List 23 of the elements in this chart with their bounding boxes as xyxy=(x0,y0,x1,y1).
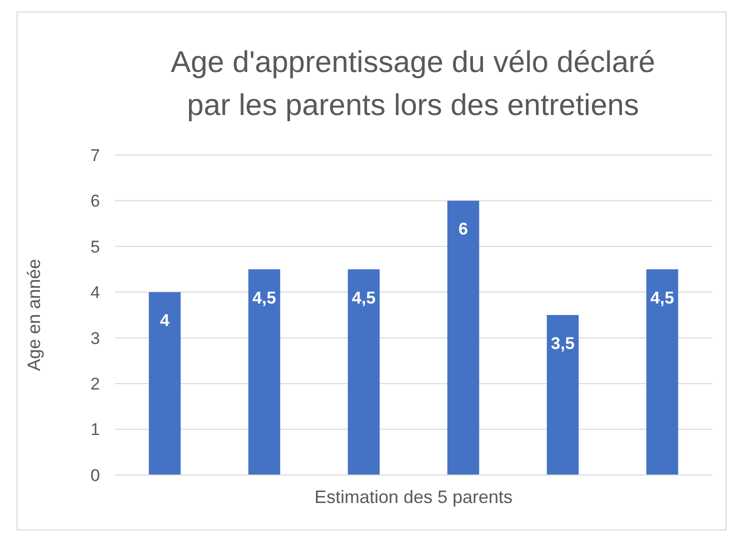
y-tick-label: 2 xyxy=(90,374,100,394)
x-axis-title: Estimation des 5 parents xyxy=(314,487,513,507)
bar xyxy=(248,269,280,475)
y-tick-label: 5 xyxy=(90,237,100,256)
data-label: 4 xyxy=(160,311,170,330)
bar xyxy=(348,269,380,475)
data-label: 4,5 xyxy=(252,288,276,308)
data-label: 3,5 xyxy=(550,334,575,353)
data-label: 4,5 xyxy=(352,288,376,308)
chart-title: Age d'apprentissage du vélo déclaré par les parents lors des entretiens xyxy=(170,46,656,122)
bar xyxy=(447,200,480,475)
y-tick-label: 1 xyxy=(90,420,100,440)
bar xyxy=(148,292,181,475)
y-tick-label: 7 xyxy=(90,146,100,165)
y-tick-label: 6 xyxy=(90,192,100,211)
y-tick-label: 3 xyxy=(90,328,100,348)
bar xyxy=(546,315,579,475)
data-label: 6 xyxy=(458,220,468,239)
data-label: 4,5 xyxy=(650,288,674,308)
y-tick-label: 4 xyxy=(90,283,100,302)
bar xyxy=(646,269,678,475)
y-axis-title: Age en année xyxy=(24,258,44,372)
y-tick-label: 0 xyxy=(90,466,100,485)
